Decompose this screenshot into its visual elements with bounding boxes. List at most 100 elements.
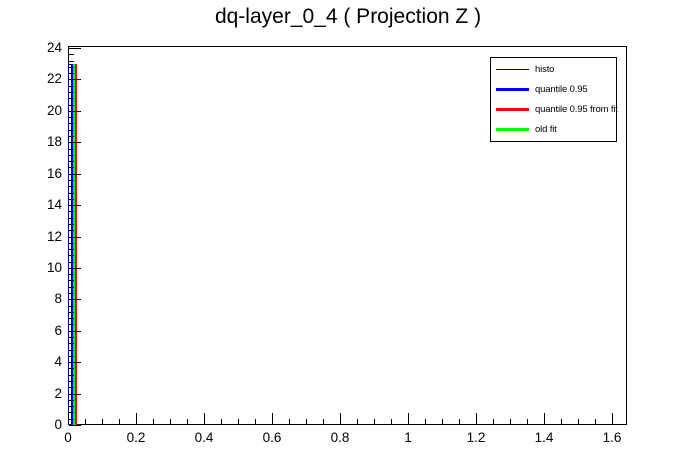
- x-major-tick: [68, 413, 69, 425]
- x-minor-tick: [221, 419, 222, 425]
- legend-entry: quantile 0.95: [491, 84, 616, 95]
- y-minor-tick: [69, 211, 74, 213]
- legend-entry-label: old fit: [535, 123, 557, 135]
- y-major-tick: [69, 425, 81, 426]
- y-minor-tick: [69, 305, 74, 307]
- y-tick-label: 16: [46, 165, 62, 181]
- x-minor-tick: [391, 419, 393, 425]
- y-tick-label: 12: [46, 228, 62, 244]
- x-major-tick: [408, 413, 410, 425]
- y-minor-tick: [69, 249, 74, 251]
- legend-entry: old fit: [491, 124, 616, 135]
- y-major-tick: [69, 267, 81, 269]
- x-major-tick: [544, 413, 546, 425]
- x-major-tick: [612, 413, 614, 425]
- y-tick-label: 14: [46, 197, 62, 213]
- y-major-tick: [69, 330, 81, 332]
- y-minor-tick: [69, 135, 74, 137]
- legend-line-sample: [496, 69, 529, 71]
- y-tick-label: 10: [46, 259, 62, 275]
- y-minor-tick: [69, 192, 74, 194]
- x-minor-tick: [323, 419, 325, 425]
- x-tick-label: 0.2: [126, 430, 146, 445]
- x-minor-tick: [153, 419, 154, 425]
- x-major-tick: [340, 413, 342, 425]
- y-minor-tick: [69, 343, 74, 345]
- x-minor-tick: [595, 419, 597, 425]
- y-tick-label: 6: [54, 322, 62, 338]
- y-minor-tick: [69, 123, 74, 125]
- x-minor-tick: [119, 419, 120, 425]
- y-minor-tick: [69, 374, 74, 376]
- y-major-tick: [69, 48, 81, 49]
- y-minor-tick: [69, 286, 74, 288]
- legend-line-sample: [496, 107, 529, 111]
- y-minor-tick: [69, 217, 74, 219]
- y-minor-tick: [69, 387, 74, 389]
- x-minor-tick: [170, 419, 171, 425]
- y-minor-tick: [69, 274, 74, 276]
- x-minor-tick: [102, 419, 103, 425]
- y-tick-label: 18: [46, 134, 62, 150]
- y-minor-tick: [69, 381, 74, 383]
- x-tick-label: 0.4: [194, 430, 214, 445]
- x-major-tick: [476, 413, 478, 425]
- x-minor-tick: [510, 419, 512, 425]
- y-minor-tick: [69, 198, 74, 200]
- y-minor-tick: [69, 368, 74, 370]
- y-minor-tick: [69, 242, 74, 244]
- x-minor-tick: [289, 419, 291, 425]
- vline-quantile-0.95-from-fit: [75, 63, 78, 425]
- y-major-tick: [69, 110, 81, 112]
- y-minor-tick: [69, 148, 74, 150]
- y-minor-tick: [69, 324, 74, 326]
- y-minor-tick: [69, 412, 74, 414]
- y-minor-tick: [69, 355, 74, 357]
- x-tick-label: 0: [64, 430, 72, 445]
- y-minor-tick: [69, 418, 74, 420]
- x-tick-label: 1.6: [602, 430, 622, 445]
- y-minor-tick: [69, 399, 74, 401]
- legend-entry-label: quantile 0.95 from fit: [535, 103, 618, 115]
- chart-title: dq-layer_0_4 ( Projection Z ): [214, 5, 482, 28]
- x-tick-label: 1: [404, 430, 412, 445]
- x-minor-tick: [85, 419, 86, 425]
- y-minor-tick: [69, 179, 74, 181]
- y-tick-label: 4: [54, 354, 62, 370]
- x-minor-tick: [527, 419, 529, 425]
- x-minor-tick: [306, 419, 308, 425]
- y-minor-tick: [69, 223, 74, 225]
- y-minor-tick: [69, 406, 74, 408]
- y-minor-tick: [69, 117, 74, 119]
- legend-line-sample: [496, 127, 529, 131]
- legend-line-sample: [496, 88, 529, 92]
- y-tick-label: 0: [54, 417, 62, 432]
- y-minor-tick: [69, 293, 74, 295]
- y-minor-tick: [69, 104, 74, 106]
- x-tick-label: 0.8: [330, 430, 350, 445]
- x-tick-label: 1.4: [534, 430, 554, 445]
- y-minor-tick: [69, 311, 74, 313]
- y-minor-tick: [69, 261, 74, 263]
- y-major-tick: [69, 299, 81, 301]
- y-minor-tick: [69, 85, 74, 87]
- y-tick-label: 20: [46, 102, 62, 118]
- legend-entry-label: histo: [535, 64, 555, 76]
- y-minor-tick: [69, 255, 74, 257]
- x-minor-tick: [357, 419, 359, 425]
- y-major-tick: [69, 173, 81, 175]
- y-minor-tick: [69, 54, 74, 56]
- x-minor-tick: [374, 419, 376, 425]
- y-minor-tick: [69, 60, 74, 62]
- x-minor-tick: [442, 419, 444, 425]
- y-minor-tick: [69, 161, 74, 163]
- vline-old-fit: [73, 63, 76, 425]
- y-minor-tick: [69, 349, 74, 351]
- y-minor-tick: [69, 230, 74, 232]
- x-minor-tick: [459, 419, 461, 425]
- y-minor-tick: [69, 154, 74, 156]
- x-major-tick: [272, 413, 273, 425]
- y-minor-tick: [69, 66, 74, 68]
- y-major-tick: [69, 205, 81, 207]
